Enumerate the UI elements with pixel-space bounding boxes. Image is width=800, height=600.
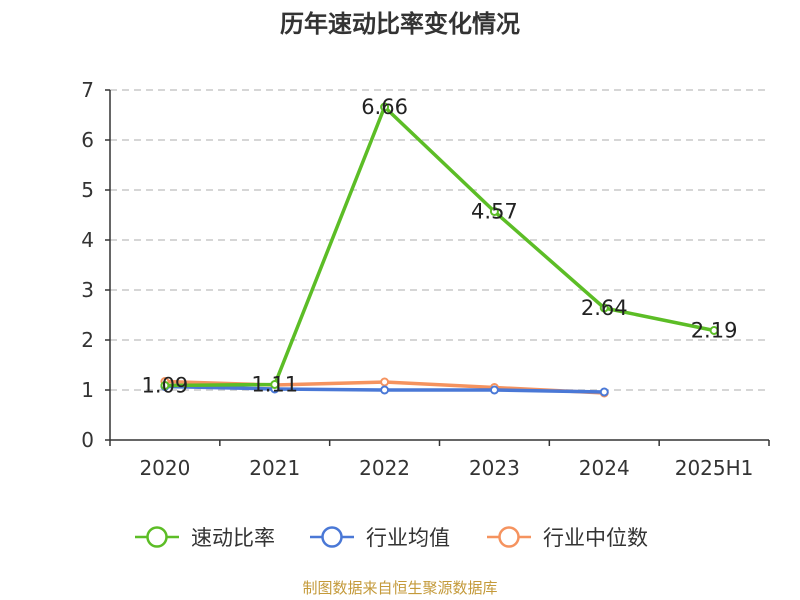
x-tick-label-2021: 2021 [249, 456, 300, 480]
y-tick-label-3: 3 [81, 278, 94, 302]
data-point-s0-2025H1 [709, 326, 719, 335]
chart-title: 历年速动比率变化情况 [280, 10, 520, 38]
legend-item-1[interactable]: 行业均值 [310, 526, 450, 550]
data-label-2024: 2.64 [581, 296, 628, 320]
legend-label-1: 行业均值 [366, 526, 450, 550]
source-note: 制图数据来自恒生聚源数据库 [302, 579, 498, 597]
data-label-2020: 1.09 [142, 374, 189, 398]
y-tick-label-4: 4 [81, 228, 94, 252]
x-tick-label-2022: 2022 [359, 456, 410, 480]
data-point-s1-2024 [599, 387, 609, 397]
y-tick-label-1: 1 [81, 378, 94, 402]
data-label-2021: 1.11 [251, 373, 298, 397]
series-line-0 [163, 105, 716, 388]
y-tick-label-7: 7 [81, 78, 94, 102]
x-tick-label-2020: 2020 [139, 456, 190, 480]
legend-label-2: 行业中位数 [543, 526, 648, 550]
legend-item-0[interactable]: 速动比率 [135, 526, 275, 550]
data-label-2022: 6.66 [361, 95, 408, 119]
data-label-2025H1: 2.19 [691, 319, 738, 343]
data-point-s1-2023 [489, 385, 499, 395]
legend-marker-1 [321, 526, 343, 548]
legend-label-0: 速动比率 [191, 526, 275, 550]
y-tick-label-5: 5 [81, 178, 94, 202]
data-point-s2-2022 [380, 377, 390, 387]
data-point-s0-2023 [489, 207, 499, 216]
data-point-s0-2024 [599, 303, 609, 313]
legend-marker-0 [146, 526, 168, 548]
y-tick-label-6: 6 [81, 128, 94, 152]
series-lines [160, 102, 719, 398]
y-tick-label-2: 2 [81, 328, 94, 352]
data-point-s0-2021 [270, 380, 280, 389]
data-point-s0-2022 [380, 102, 390, 112]
data-point-s0-2020 [160, 381, 170, 390]
grid-lines [110, 89, 769, 391]
x-tick-label-2025H1: 2025H1 [675, 456, 754, 480]
data-point-s1-2022 [380, 385, 390, 395]
data-labels: 1.09 1.11 6.66 4.57 2.64 2.19 [142, 95, 738, 398]
y-tick-label-0: 0 [81, 428, 94, 452]
legend-marker-2 [498, 526, 520, 548]
legend[interactable]: 速动比率 行业均值 行业中位数 [135, 526, 648, 550]
legend-item-2[interactable]: 行业中位数 [487, 526, 648, 550]
x-tick-label-2024: 2024 [579, 456, 630, 480]
axes: 0 1 2 3 4 5 6 7 2020 2021 2022 2023 2024 2025H1 [81, 78, 770, 480]
x-tick-label-2023: 2023 [469, 456, 520, 480]
data-label-2023: 4.57 [471, 200, 518, 224]
